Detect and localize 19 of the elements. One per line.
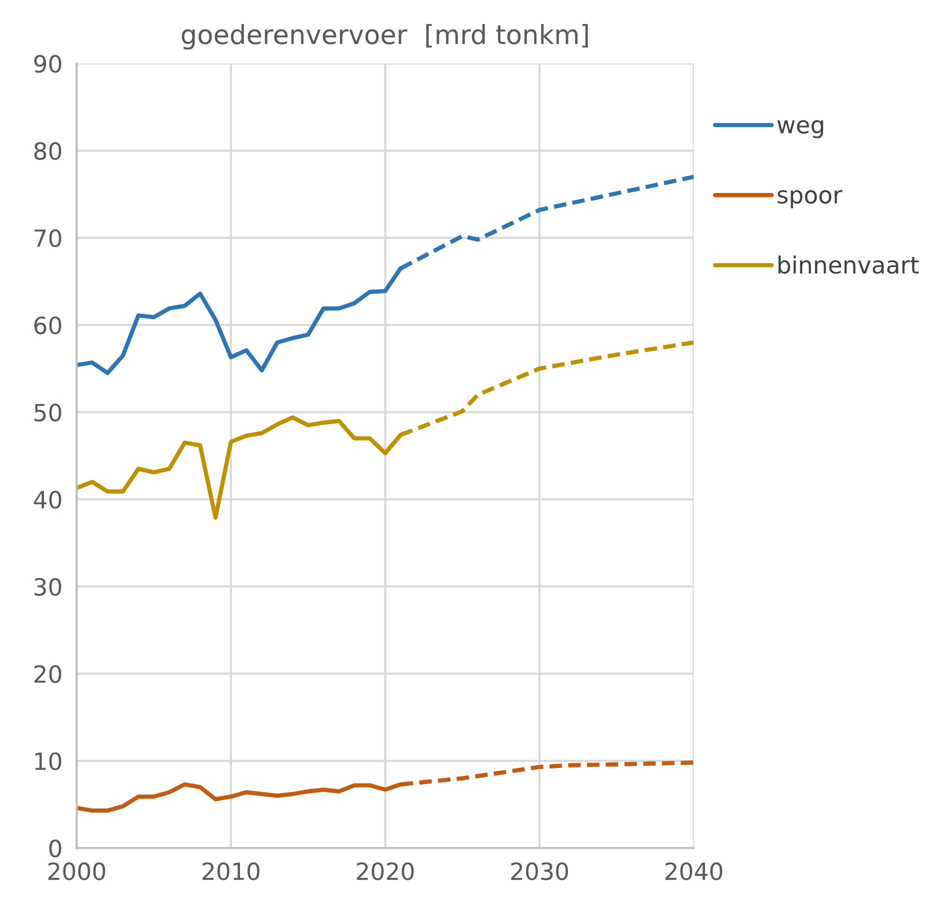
x-tick-label: 2020 — [356, 862, 414, 880]
x-tick-label: 2010 — [202, 862, 260, 880]
y-tick-label: 10 — [35, 752, 62, 770]
y-tick-label: 70 — [34, 229, 62, 248]
y-tick-label: 80 — [34, 142, 62, 160]
x-tick-label: 2040 — [665, 862, 722, 880]
legend-label: spoor — [778, 190, 842, 208]
y-tick-label: 40 — [34, 490, 62, 509]
x-tick-label: 2000 — [48, 862, 106, 880]
y-tick-label: 0 — [49, 839, 62, 858]
y-tick-label: 60 — [34, 316, 62, 334]
y-tick-label: 50 — [34, 404, 62, 422]
x-tick-label: 2030 — [511, 862, 568, 880]
y-tick-label: 30 — [34, 578, 62, 596]
legend-label: weg — [777, 120, 824, 138]
y-tick-label: 90 — [34, 54, 62, 73]
chart-title: goederenvervoer [mrd tonkm] — [182, 24, 588, 50]
legend-label: binnenvaart — [778, 256, 919, 274]
y-tick-label: 20 — [34, 665, 62, 684]
